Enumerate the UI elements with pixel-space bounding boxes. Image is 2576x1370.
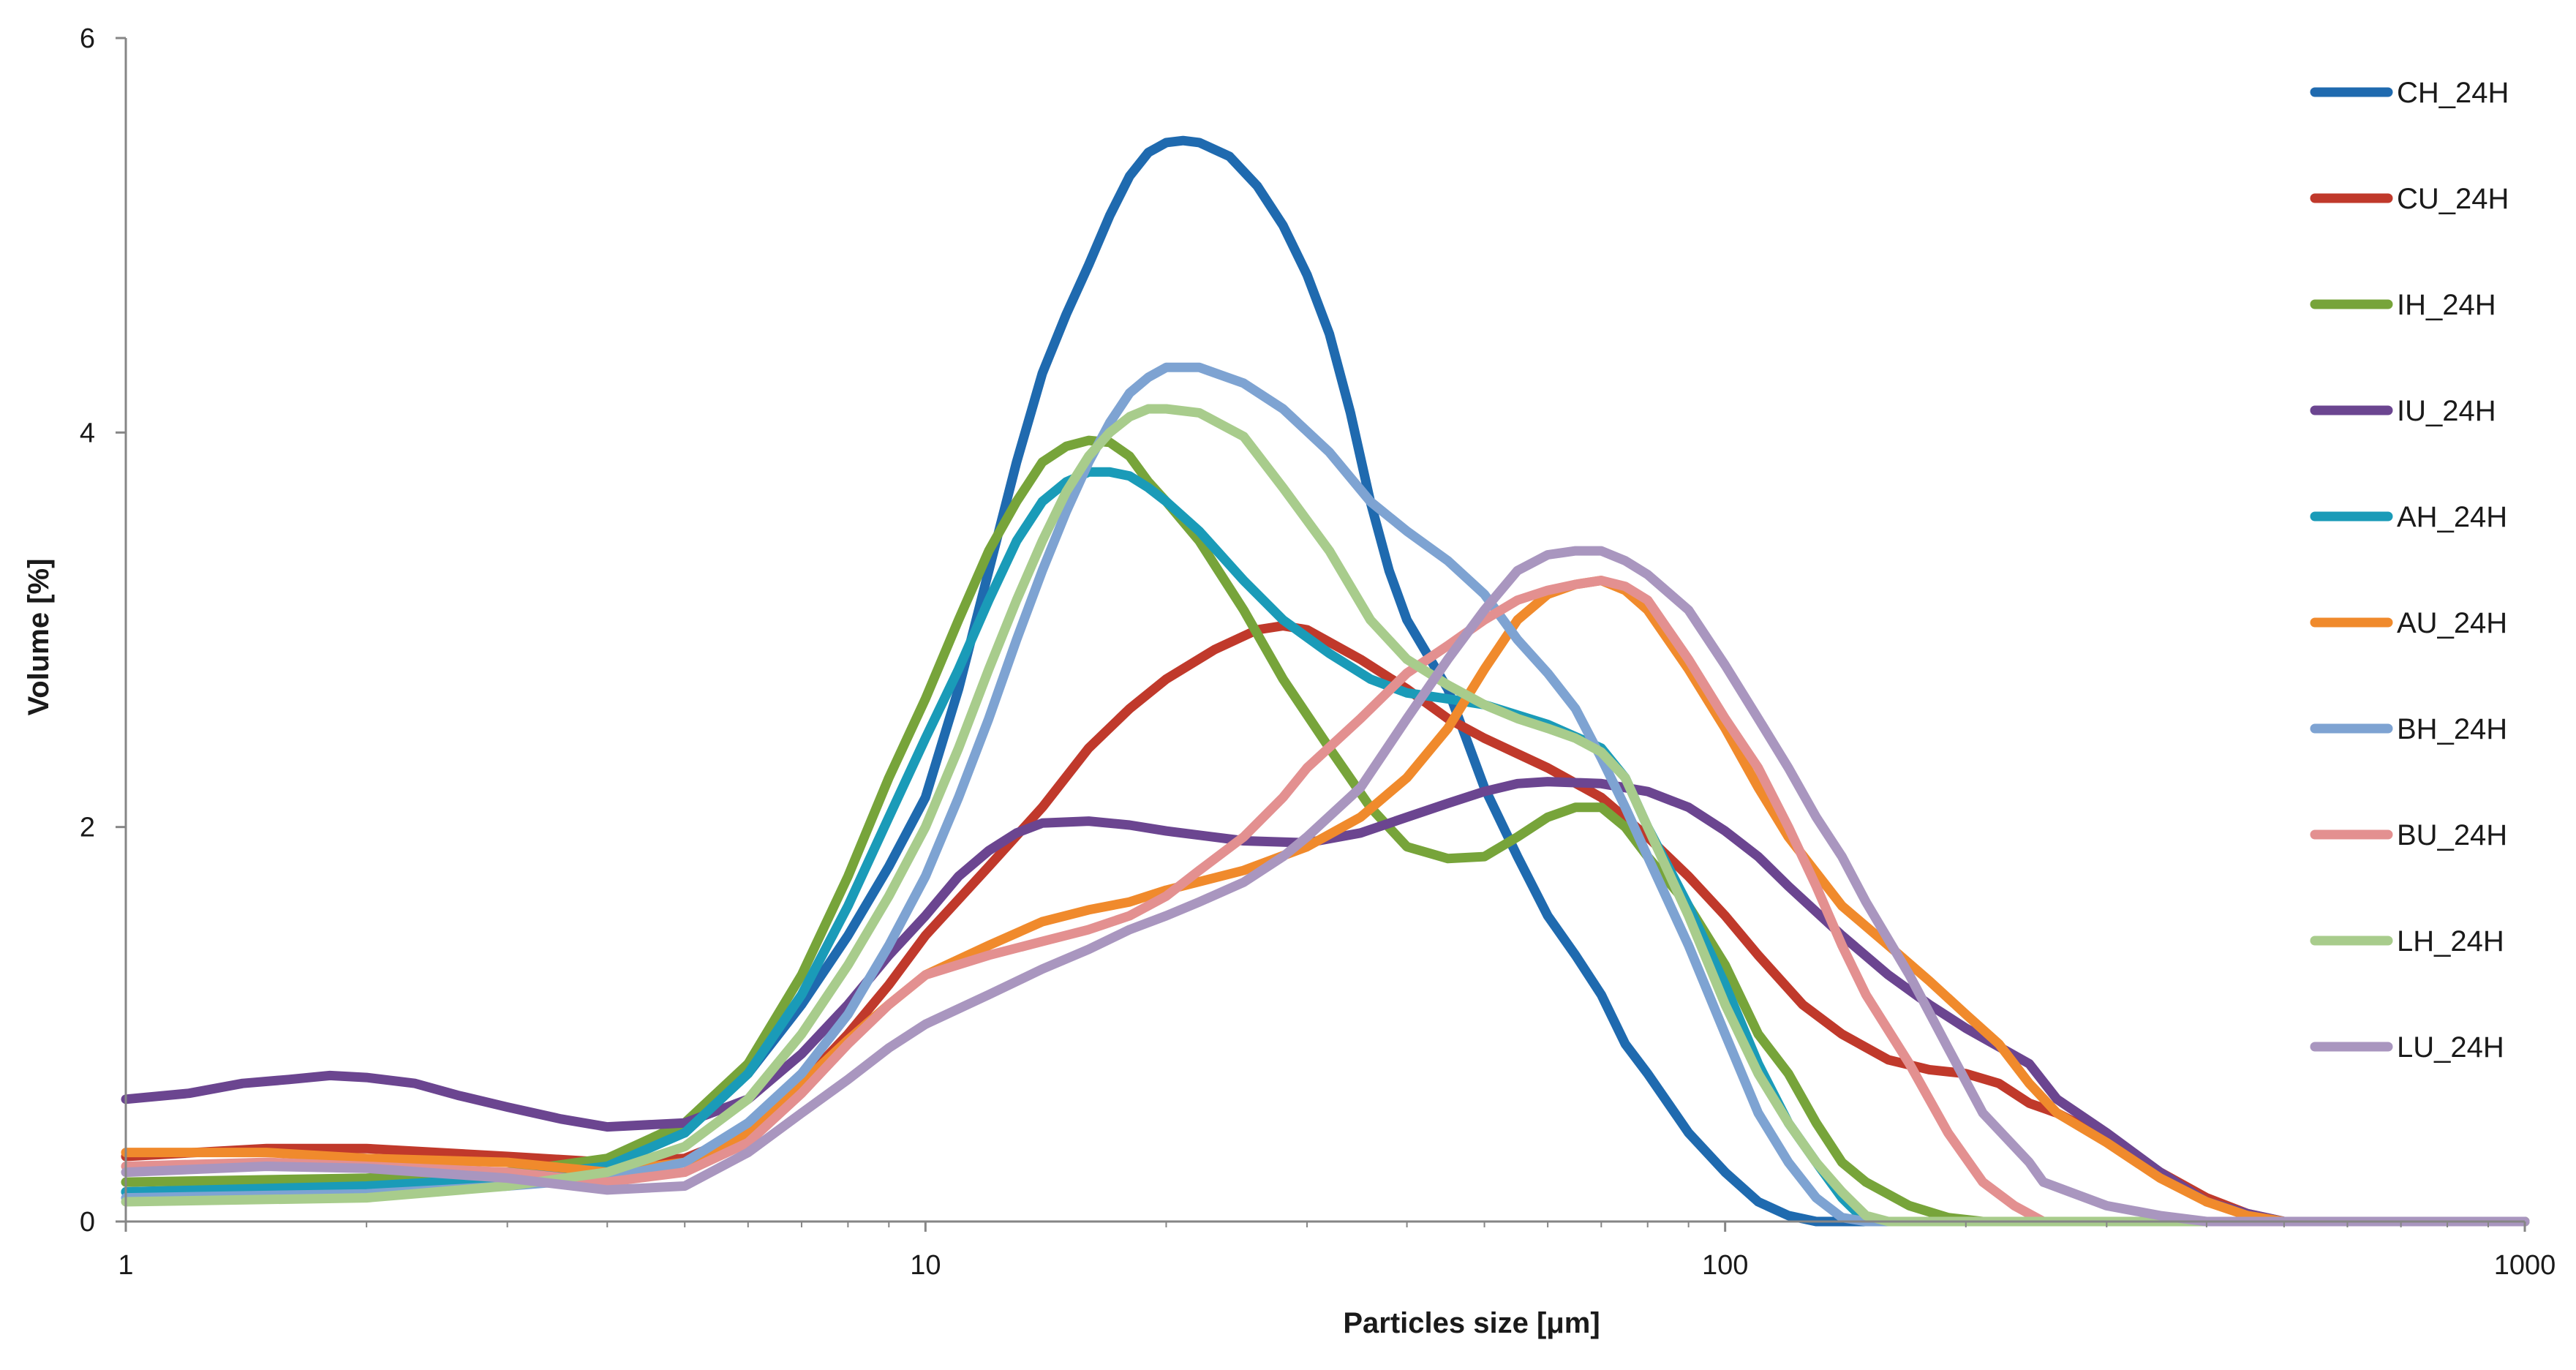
series-line-ah-24h xyxy=(121,467,2530,1227)
legend-label: IH_24H xyxy=(2397,289,2496,321)
x-tick-label: 1 xyxy=(118,1250,133,1281)
legend-item-cu-24h: CU_24H xyxy=(2310,183,2509,215)
legend-item-ch-24h: CH_24H xyxy=(2310,77,2509,109)
x-tick-label: 100 xyxy=(1702,1250,1748,1281)
y-tick-label: 0 xyxy=(80,1207,95,1238)
legend-item-ih-24h: IH_24H xyxy=(2310,289,2496,321)
series-line-ch-24h xyxy=(121,135,2530,1227)
legend-label: LU_24H xyxy=(2397,1031,2504,1064)
x-tick-label: 10 xyxy=(910,1250,941,1281)
series-line-iu-24h xyxy=(121,777,2530,1227)
legend-label: LH_24H xyxy=(2397,925,2504,957)
series-line-au-24h xyxy=(121,576,2530,1227)
series-line-cu-24h xyxy=(121,621,2530,1227)
axes: 0 2 4 6 1 10 100 1000 xyxy=(80,23,2556,1281)
legend-item-ah-24h: AH_24H xyxy=(2310,501,2507,533)
legend-label: AH_24H xyxy=(2397,501,2507,533)
y-tick-label: 4 xyxy=(80,418,95,448)
x-axis-title: Particles size [μm] xyxy=(1343,1307,1600,1339)
legend-label: CU_24H xyxy=(2397,183,2509,215)
legend-label: BU_24H xyxy=(2397,819,2507,851)
legend-item-bh-24h: BH_24H xyxy=(2310,713,2507,745)
legend-label: BH_24H xyxy=(2397,713,2507,745)
x-tick-label: 1000 xyxy=(2494,1250,2556,1281)
y-tick-label: 2 xyxy=(80,813,95,843)
legend-label: IU_24H xyxy=(2397,395,2496,427)
series-line-ih-24h xyxy=(121,435,2530,1227)
series-line-bh-24h xyxy=(121,362,2530,1227)
plot-area xyxy=(121,135,2530,1227)
legend-item-bu-24h: BU_24H xyxy=(2310,819,2507,851)
legend: CH_24H CU_24H IH_24H IU_24H AH_24H AU_24H BH_2… xyxy=(2310,77,2509,1064)
y-tick-label: 6 xyxy=(80,23,95,54)
series-line-lh-24h xyxy=(121,404,2530,1227)
y-axis-title: Volume [%] xyxy=(23,559,55,716)
legend-item-iu-24h: IU_24H xyxy=(2310,395,2496,427)
legend-item-au-24h: AU_24H xyxy=(2310,607,2507,639)
series-line-bu-24h xyxy=(121,576,2530,1227)
legend-item-lu-24h: LU_24H xyxy=(2310,1031,2504,1064)
series-line-lu-24h xyxy=(121,546,2530,1227)
legend-item-lh-24h: LH_24H xyxy=(2310,925,2504,957)
legend-label: AU_24H xyxy=(2397,607,2507,639)
legend-label: CH_24H xyxy=(2397,77,2509,109)
